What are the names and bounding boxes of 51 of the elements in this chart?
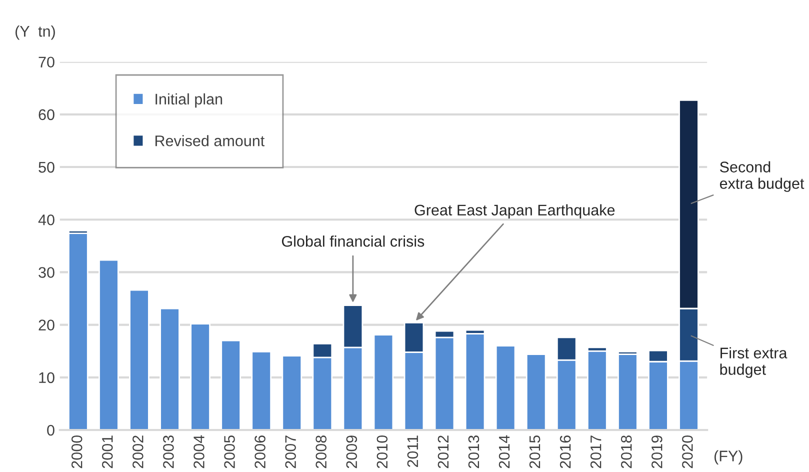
bar (618, 354, 638, 430)
x-tick-label: 2019 (652, 436, 662, 468)
x-tick-label: 2000 (71, 435, 82, 468)
y-tick-label: 60 (38, 109, 54, 120)
x-tick-label: 2017 (590, 436, 602, 468)
y-tick-label: 10 (39, 372, 54, 384)
bar (587, 350, 608, 430)
text: First extra budget (720, 347, 788, 378)
y-axis-title: (Y tn) (16, 26, 55, 40)
legend-label: Revised amount (155, 135, 265, 146)
bar (373, 334, 394, 430)
y-tick-label: 0 (47, 424, 54, 436)
bar (68, 232, 88, 430)
bar (190, 323, 210, 430)
bar (98, 259, 119, 430)
x-tick-label: 2006 (254, 436, 266, 468)
bar (282, 355, 302, 430)
x-tick-label: 2004 (194, 435, 204, 468)
bar (495, 345, 516, 430)
bar (129, 289, 150, 430)
x-tick-label: 2001 (102, 436, 113, 468)
bar (526, 354, 546, 430)
text: Second extra budget (720, 161, 804, 192)
x-tick-label: 2002 (132, 436, 144, 468)
bar (464, 333, 486, 430)
x-tick-label: 2014 (498, 435, 510, 468)
bar (220, 340, 241, 430)
y-tick-label: 40 (38, 214, 54, 226)
x-tick-label: 2018 (620, 436, 632, 468)
x-tick-label: 2005 (224, 435, 235, 468)
x-tick-label: 2003 (163, 436, 174, 468)
annotation: Great East Japan Earthquake (414, 204, 615, 219)
x-tick-label: 2016 (560, 436, 571, 468)
x-tick-label: 2013 (468, 436, 480, 468)
x-tick-label: 2007 (285, 436, 296, 468)
x-axis-title: (FY) (714, 450, 742, 464)
x-tick-label: 2020 (682, 435, 693, 468)
x-tick-label: 2011 (407, 436, 418, 467)
y-tick-label: 50 (38, 162, 54, 173)
x-tick-label: 2009 (346, 436, 358, 468)
y-tick-label: 20 (38, 320, 54, 330)
annotation: Global financial crisis (282, 236, 424, 247)
x-tick-label: 2008 (316, 436, 327, 468)
bar (251, 350, 272, 430)
x-tick-label: 2012 (438, 436, 449, 468)
x-tick-label: 2010 (376, 435, 388, 468)
bar (160, 308, 180, 430)
y-tick-label: 30 (38, 267, 54, 278)
y-tick-label: 70 (38, 56, 54, 68)
legend-label: Initial plan (156, 93, 222, 108)
x-tick-label: 2015 (529, 435, 540, 468)
